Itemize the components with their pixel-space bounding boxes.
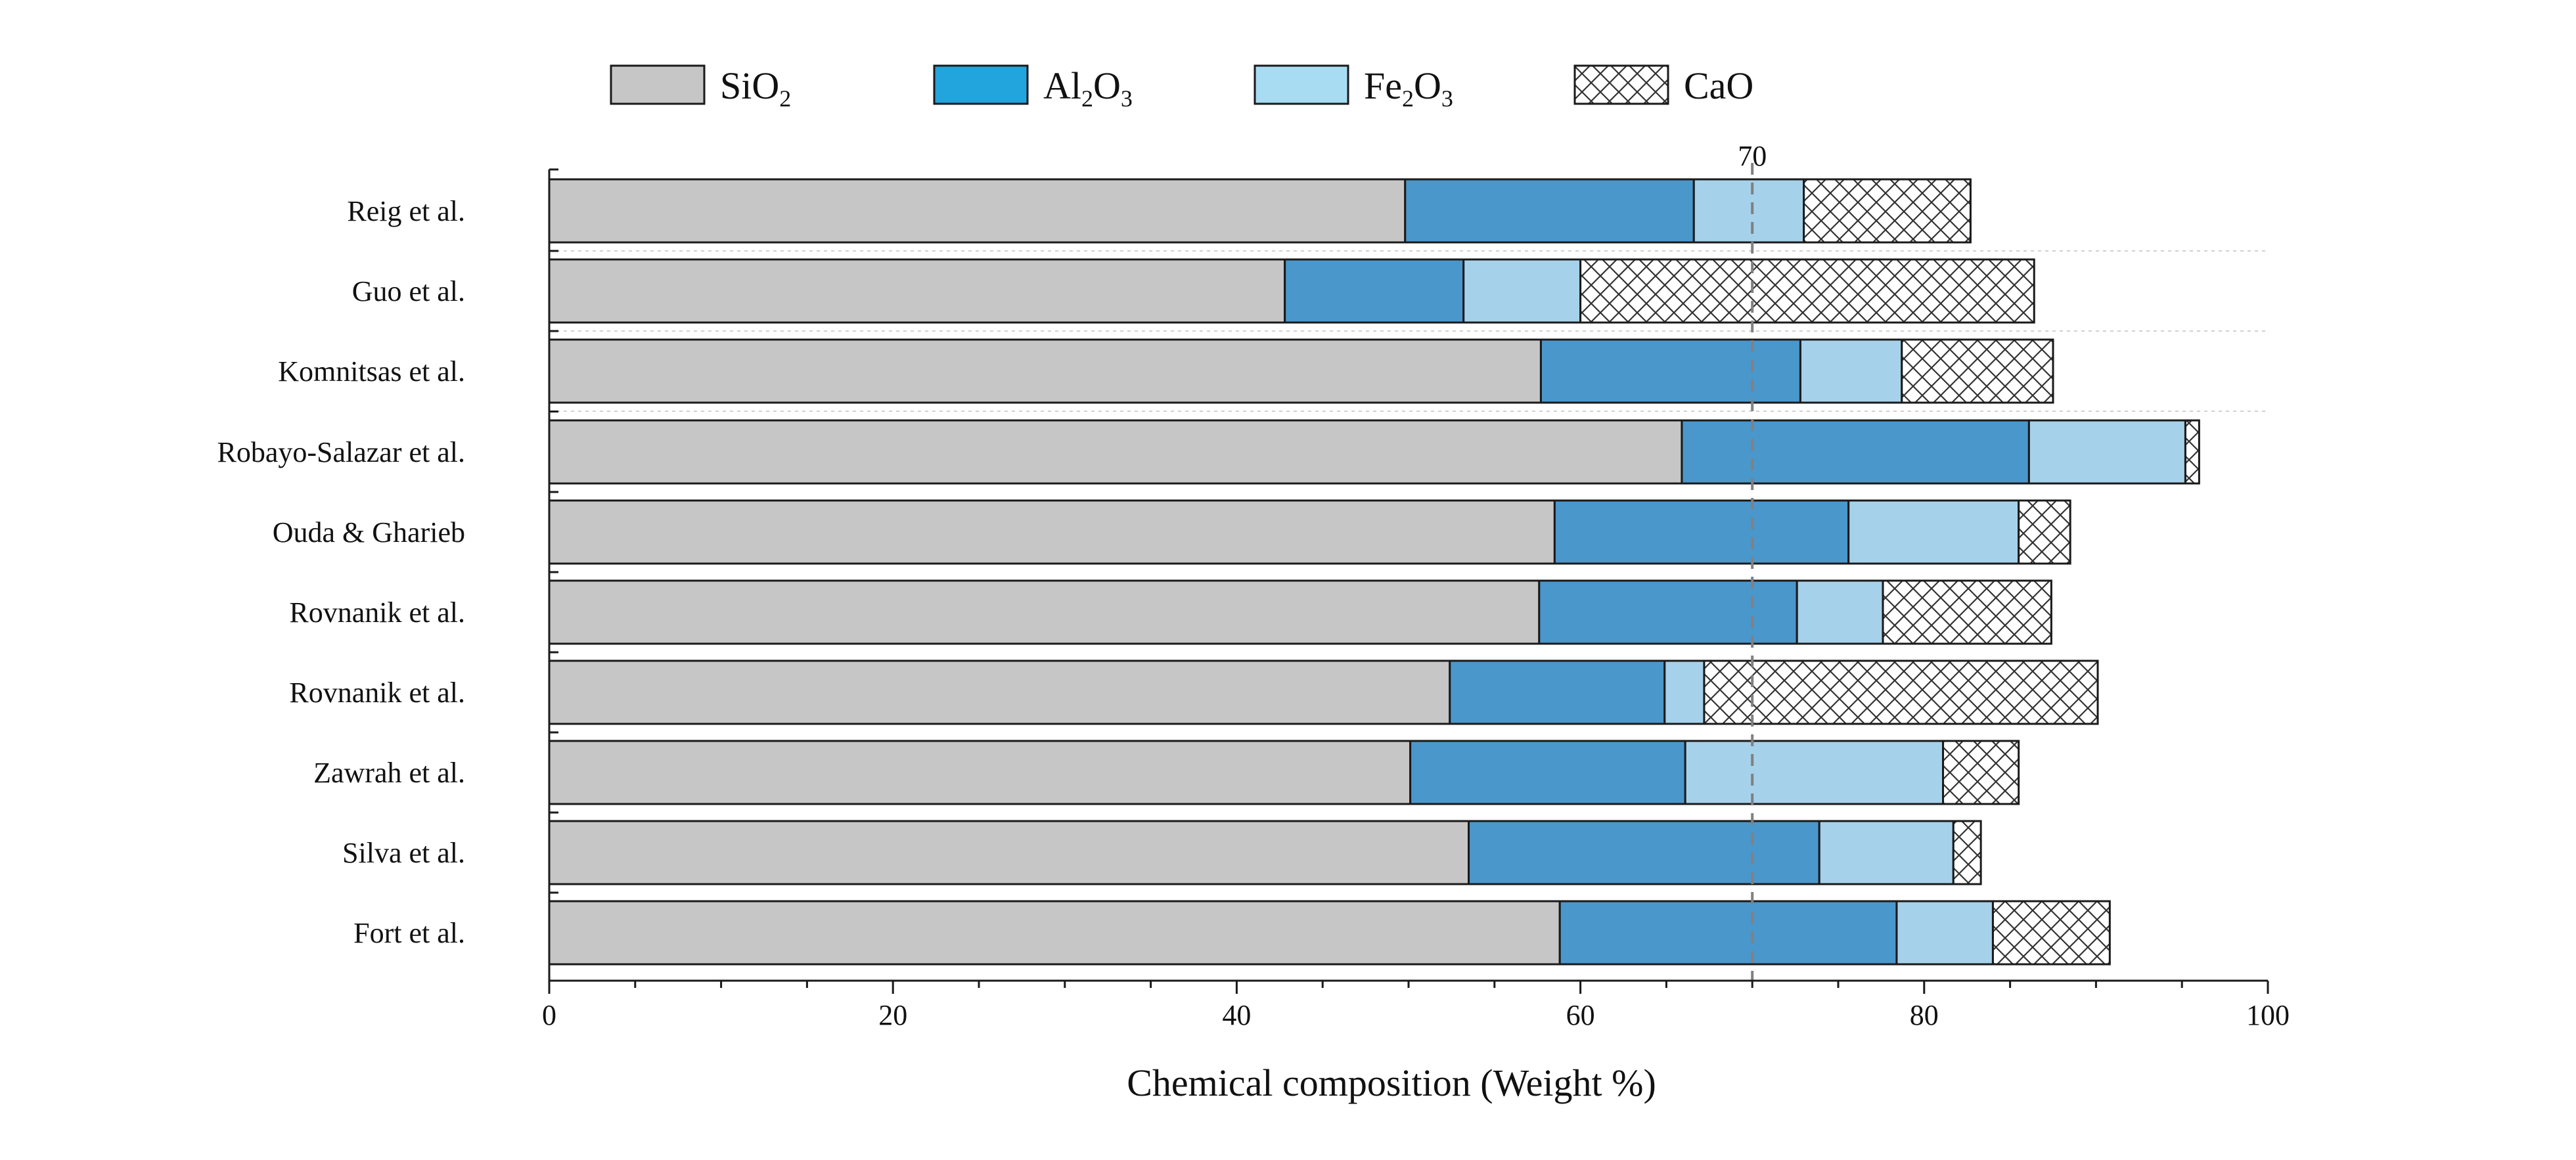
x-tick-label: 100 [2246,999,2290,1031]
bar-segment-sio2 [548,178,1407,244]
bar-segment-cao [1803,178,1972,244]
bars: Reig et al. Guo et al. Komnitsas et al. Rob… [217,178,2200,966]
bar-segment-fe2o3 [1796,579,1884,645]
bar-segment-al2o3 [1553,499,1850,565]
bar-segment-sio2 [548,419,1683,485]
bar-segment-sio2 [548,579,1541,645]
category-label: Zawrah et al. [313,757,465,789]
axes: 0 20 40 60 80 100 [542,168,2290,1031]
bar-segment-al2o3 [1539,338,1801,404]
bar-segment-fe2o3 [1895,900,1994,966]
bar-row: Ouda & Gharieb [273,499,2071,565]
x-tick-label: 80 [1910,999,1939,1031]
bar-segment-fe2o3 [1847,499,2020,565]
bar-segment-cao [2184,419,2200,485]
bar-segment-sio2 [548,258,1286,324]
legend-swatch [1573,64,1669,105]
category-label: Rovnanik et al. [289,677,465,709]
row-separators [549,250,2268,412]
category-label: Silva et al. [342,837,465,869]
legend-swatch [610,64,706,105]
bar-segment-fe2o3 [1818,820,1955,885]
bar-segment-al2o3 [1404,178,1695,244]
bar-segment-sio2 [548,820,1470,885]
category-label: Robayo-Salazar et al. [217,436,465,468]
legend-item-al2o3: Al2O3 [933,64,1133,112]
bar-segment-sio2 [548,900,1561,966]
legend-label: SiO2 [720,64,791,112]
bar-segment-sio2 [548,499,1556,565]
category-label: Reig et al. [347,195,465,227]
legend-item-cao: CaO [1573,64,1753,107]
bar-segment-fe2o3 [1692,178,1805,244]
x-axis-title: Chemical composition (Weight %) [1127,1061,1656,1104]
legend-label: Fe2O3 [1364,64,1453,112]
bar-row: Robayo-Salazar et al. [217,419,2200,485]
bar-segment-al2o3 [1538,579,1798,645]
bar-segment-cao [1952,820,1982,885]
bar-segment-al2o3 [1681,419,2030,485]
bar-row: Rovnanik et al. [289,579,2052,645]
bar-row: Guo et al. [352,258,2035,324]
category-label: Ouda & Gharieb [273,516,465,548]
legend-swatch [933,64,1029,105]
category-label: Guo et al. [352,275,465,307]
bar-segment-cao [1901,338,2054,404]
bar-segment-al2o3 [1409,740,1686,805]
x-tick-label: 0 [542,999,556,1031]
bar-segment-cao [1579,258,2035,324]
bar-segment-sio2 [548,659,1451,725]
legend-label: Al2O3 [1043,64,1133,112]
reference-line-group: 70 [1738,140,1767,981]
bar-segment-cao [1942,740,2020,805]
bar-segment-cao [2018,499,2071,565]
bar-segment-al2o3 [1558,900,1898,966]
legend-label: CaO [1684,64,1753,107]
bar-segment-fe2o3 [1462,258,1582,324]
category-label: Fort et al. [353,917,465,949]
bar-segment-al2o3 [1284,258,1465,324]
legend-item-sio2: SiO2 [610,64,791,112]
bar-row: Komnitsas et al. [278,338,2054,404]
legend-item-fe2o3: Fe2O3 [1254,64,1453,112]
bar-row: Fort et al. [353,900,2111,966]
bar-segment-al2o3 [1468,820,1820,885]
legend: SiO2 Al2O3 Fe2O3 CaO [610,64,1753,112]
bar-segment-sio2 [548,338,1542,404]
x-tick-label: 40 [1222,999,1251,1031]
bar-segment-al2o3 [1449,659,1666,725]
bar-segment-cao [1882,579,2052,645]
bar-segment-sio2 [548,740,1412,805]
legend-swatch [1254,64,1349,105]
bar-row: Zawrah et al. [313,740,2020,805]
x-tick-label: 20 [878,999,907,1031]
reference-line-label: 70 [1738,140,1767,172]
bar-segment-fe2o3 [1799,338,1903,404]
bar-row: Reig et al. [347,178,1972,244]
bar-segment-fe2o3 [2027,419,2186,485]
bar-row: Rovnanik et al. [289,659,2099,725]
bar-segment-fe2o3 [1684,740,1945,805]
bar-segment-cao [1991,900,2111,966]
bar-segment-fe2o3 [1663,659,1706,725]
bar-segment-cao [1703,659,2099,725]
category-label: Komnitsas et al. [278,355,465,388]
x-tick-label: 60 [1566,999,1595,1031]
category-label: Rovnanik et al. [289,596,465,629]
bar-row: Silva et al. [342,820,1982,885]
